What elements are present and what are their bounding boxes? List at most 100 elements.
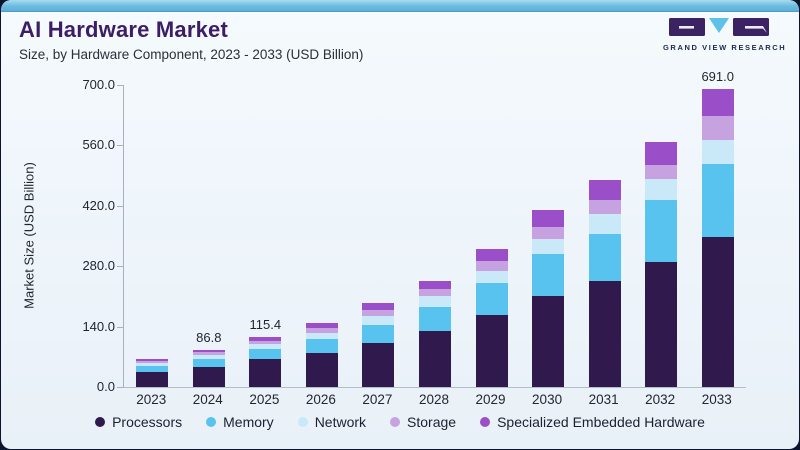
bar-segment-memory <box>136 366 169 372</box>
bar-segment-processors <box>249 359 282 387</box>
bar-segment-network <box>532 239 565 255</box>
bar-segment-processors <box>701 237 734 387</box>
bar-slot-2024: 86.8 <box>181 85 238 387</box>
bar-slot-2023 <box>124 85 181 387</box>
bar-slot-2027 <box>350 85 407 387</box>
bar-segment-processors <box>305 353 338 387</box>
legend-label: Storage <box>407 414 457 430</box>
bar-segment-processors <box>588 280 621 387</box>
brand-logo: GRAND VIEW RESEARCH <box>663 16 787 52</box>
bar-segment-processors <box>418 330 451 387</box>
x-tick-label-2025: 2025 <box>249 392 280 407</box>
y-tick-mark <box>117 145 123 147</box>
bar-2027 <box>362 303 395 387</box>
bar-segment-storage <box>475 260 508 271</box>
y-tick-label: 560.0 <box>82 137 115 153</box>
legend-label: Processors <box>112 414 183 430</box>
y-tick-label: 0.0 <box>96 379 115 394</box>
bar-segment-network <box>475 270 508 283</box>
bar-slot-2028 <box>407 85 464 387</box>
bar-2029 <box>475 248 508 387</box>
bar-slot-2031 <box>576 85 633 387</box>
x-tick-label-2033: 2033 <box>701 392 732 407</box>
bar-segment-memory <box>249 349 282 360</box>
y-tick-mark <box>117 205 123 207</box>
x-tick-label-2032: 2032 <box>645 392 676 407</box>
legend-label: Specialized Embedded Hardware <box>497 414 705 430</box>
bar-segment-network <box>249 344 282 350</box>
bar-slot-2032 <box>633 85 690 387</box>
bar-segment-processors <box>645 262 678 387</box>
bar-segment-memory <box>588 234 621 281</box>
bar-segment-storage <box>701 116 734 141</box>
bar-segment-storage <box>532 227 565 240</box>
bar-segment-specialized-embedded-hardware <box>701 88 734 117</box>
bar-slot-2029 <box>463 85 520 387</box>
bar-2032 <box>645 141 678 387</box>
bar-segment-memory <box>418 306 451 331</box>
legend-item-specialized-embedded-hardware: Specialized Embedded Hardware <box>480 414 705 430</box>
legend-label: Memory <box>223 414 274 430</box>
bar-segment-network <box>136 363 169 367</box>
x-tick-label-2027: 2027 <box>362 392 393 407</box>
bar-segment-storage <box>249 341 282 345</box>
bar-2033 <box>701 88 734 387</box>
page-title: AI Hardware Market <box>19 17 229 42</box>
bar-2026 <box>305 323 338 387</box>
bar-segment-processors <box>532 295 565 387</box>
bar-2024 <box>192 349 225 387</box>
x-tick-label-2030: 2030 <box>532 392 563 407</box>
legend-dot-icon <box>480 417 491 427</box>
bar-slot-2026 <box>294 85 351 387</box>
brand-name: GRAND VIEW RESEARCH <box>663 43 787 52</box>
y-tick-mark <box>117 266 123 268</box>
legend-dot-icon <box>206 417 217 427</box>
bar-segment-network <box>701 140 734 165</box>
x-tick-label-2026: 2026 <box>305 392 336 407</box>
top-accent-bar <box>1 0 799 12</box>
bar-slot-2033: 691.0 <box>689 69 746 387</box>
bar-segment-processors <box>475 314 508 387</box>
y-tick-mark <box>117 326 123 328</box>
bar-segment-storage <box>645 165 678 179</box>
bar-segment-specialized-embedded-hardware <box>249 337 282 342</box>
bar-segment-specialized-embedded-hardware <box>532 210 565 228</box>
bar-segment-storage <box>362 310 395 317</box>
bar-segment-processors <box>192 367 225 387</box>
legend-item-network: Network <box>297 414 367 430</box>
bar-segment-memory <box>532 254 565 296</box>
legend-dot-icon <box>297 417 308 427</box>
bar-segment-processors <box>362 343 395 387</box>
bar-segment-storage <box>305 328 338 334</box>
y-tick-mark <box>117 85 123 86</box>
bar-segment-network <box>588 213 621 235</box>
y-axis-title: Market Size (USD Billion) <box>21 162 37 309</box>
bar-segment-network <box>192 355 225 360</box>
bar-segment-network <box>305 333 338 340</box>
y-tick-label: 280.0 <box>82 258 115 274</box>
bar-segment-memory <box>192 359 225 368</box>
page-subtitle: Size, by Hardware Component, 2023 - 2033… <box>19 47 364 63</box>
bar-segment-storage <box>418 288 451 296</box>
bar-segment-specialized-embedded-hardware <box>418 280 451 289</box>
legend-label: Network <box>314 414 367 430</box>
bar-segment-memory <box>362 325 395 344</box>
gvr-logo-icon <box>669 18 769 36</box>
chart-header: AI Hardware Market Size, by Hardware Com… <box>19 17 364 63</box>
bar-segment-storage <box>192 352 225 356</box>
bar-segment-memory <box>305 339 338 354</box>
legend-dot-icon <box>390 417 401 427</box>
y-tick-label: 140.0 <box>82 318 115 334</box>
bar-segment-storage <box>588 200 621 214</box>
bar-segment-processors <box>136 372 169 387</box>
bar-value-label: 86.8 <box>196 329 222 345</box>
bar-segment-memory <box>645 200 678 263</box>
bar-segment-storage <box>136 361 169 364</box>
bar-slot-2030 <box>520 85 577 387</box>
bar-2031 <box>588 179 621 387</box>
legend-item-storage: Storage <box>390 414 456 430</box>
plot-area: 86.8 115.4 691.0 <box>123 69 746 388</box>
bar-segment-specialized-embedded-hardware <box>475 248 508 261</box>
bar-segment-specialized-embedded-hardware <box>192 349 225 353</box>
